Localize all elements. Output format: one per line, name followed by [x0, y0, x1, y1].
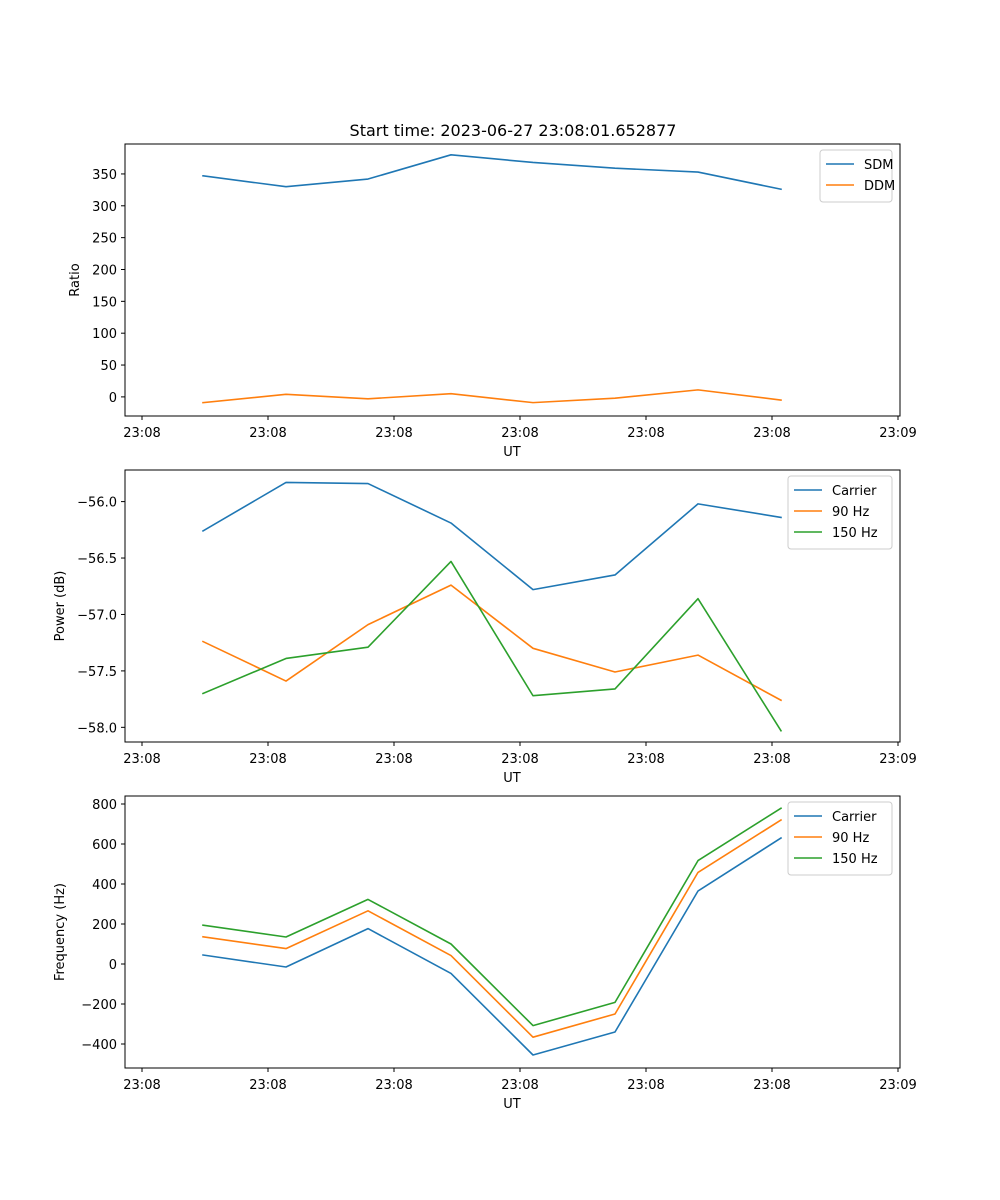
- x-tick-label-2-4: 23:08: [501, 752, 538, 767]
- legend-label-1-1: SDM: [864, 158, 893, 173]
- x-axis-label-2: UT: [503, 771, 521, 786]
- x-tick-label-3-1: 23:08: [123, 1078, 160, 1093]
- x-tick-label-3-4: 23:08: [501, 1078, 538, 1093]
- legend-label-3-2: 90 Hz: [832, 831, 869, 846]
- legend-label-3-3: 150 Hz: [832, 852, 878, 867]
- series-line-1-1: [202, 154, 782, 191]
- y-tick-label-2-5: −56.0: [77, 496, 117, 511]
- x-axis-label-3: UT: [503, 1097, 521, 1112]
- legend-box-1: [819, 149, 893, 203]
- x-tick-label-1-2: 23:08: [249, 426, 286, 441]
- y-tick-label-2-2: −57.5: [77, 665, 117, 680]
- chart-panel-1: 23:08 23:08 23:08 23:08 23:08 23:08 23:09 UT 0 50…: [68, 143, 917, 460]
- y-tick-label-3-4: 200: [92, 918, 117, 933]
- legend-box-3: [787, 801, 893, 876]
- x-tick-label-2-5: 23:08: [627, 752, 664, 767]
- series-line-2-2: [201, 584, 783, 702]
- series-line-3-1: [202, 836, 783, 1056]
- y-tick-label-2-3: −57.0: [77, 608, 117, 623]
- x-axis-label-1: UT: [503, 445, 521, 460]
- x-tick-label-1-7: 23:09: [879, 426, 916, 441]
- y-axis-label-3: Frequency (Hz): [53, 883, 68, 981]
- y-tick-label-3-3: 0: [109, 958, 117, 973]
- legend-box-2: [787, 475, 893, 550]
- y-tick-label-1-4: 150: [92, 295, 117, 310]
- series-line-1-2: [202, 389, 782, 404]
- series-line-3-2: [202, 818, 783, 1038]
- figure-title: Start time: 2023-06-27 23:08:01.652877: [350, 121, 677, 140]
- legend-label-2-3: 150 Hz: [832, 526, 878, 541]
- axes-frame-1: [124, 143, 901, 417]
- x-tick-label-1-1: 23:08: [123, 426, 160, 441]
- axes-frame-2: [124, 469, 901, 743]
- y-tick-label-1-3: 100: [92, 327, 117, 342]
- y-tick-label-3-6: 600: [92, 838, 117, 853]
- legend-2: Carrier 90 Hz 150 Hz: [787, 475, 893, 550]
- x-tick-label-2-3: 23:08: [375, 752, 412, 767]
- axes-frame-3: [124, 795, 901, 1069]
- y-tick-label-1-1: 0: [109, 391, 117, 406]
- y-tick-label-1-7: 300: [92, 200, 117, 215]
- y-tick-label-1-6: 250: [92, 232, 117, 247]
- y-tick-label-3-5: 400: [92, 878, 117, 893]
- x-tick-label-3-5: 23:08: [627, 1078, 664, 1093]
- legend-label-1-2: DDM: [864, 179, 895, 194]
- legend-label-2-2: 90 Hz: [832, 505, 869, 520]
- y-tick-label-1-2: 50: [100, 359, 117, 374]
- x-tick-label-1-4: 23:08: [501, 426, 538, 441]
- y-tick-label-1-8: 350: [92, 168, 117, 183]
- x-tick-label-2-1: 23:08: [123, 752, 160, 767]
- x-tick-label-1-5: 23:08: [627, 426, 664, 441]
- x-tick-label-2-6: 23:08: [753, 752, 790, 767]
- y-tick-label-1-5: 200: [92, 263, 117, 278]
- y-tick-label-3-7: 800: [92, 798, 117, 813]
- legend-1: SDM DDM: [819, 149, 895, 203]
- x-tick-label-3-6: 23:08: [753, 1078, 790, 1093]
- chart-panel-3: 23:08 23:08 23:08 23:08 23:08 23:08 23:09 UT −40…: [53, 795, 917, 1112]
- x-tick-label-1-3: 23:08: [375, 426, 412, 441]
- series-line-2-1: [201, 481, 782, 591]
- x-tick-label-1-6: 23:08: [753, 426, 790, 441]
- y-tick-label-3-1: −400: [81, 1038, 117, 1053]
- y-axis-label-1: Ratio: [68, 263, 83, 296]
- legend-label-2-1: Carrier: [832, 484, 877, 499]
- legend-label-3-1: Carrier: [832, 810, 877, 825]
- x-tick-label-2-7: 23:09: [879, 752, 916, 767]
- series-line-2-3: [201, 560, 783, 732]
- series-line-3-3: [202, 807, 783, 1027]
- y-axis-label-2: Power (dB): [53, 571, 68, 642]
- y-tick-label-2-4: −56.5: [77, 552, 117, 567]
- chart-panel-2: 23:08 23:08 23:08 23:08 23:08 23:08 23:09 UT −58…: [53, 469, 917, 786]
- x-tick-label-2-2: 23:08: [249, 752, 286, 767]
- legend-3: Carrier 90 Hz 150 Hz: [787, 801, 893, 876]
- x-tick-label-3-3: 23:08: [375, 1078, 412, 1093]
- y-tick-label-2-1: −58.0: [77, 721, 117, 736]
- y-tick-label-3-2: −200: [81, 998, 117, 1013]
- x-tick-label-3-2: 23:08: [249, 1078, 286, 1093]
- x-tick-label-3-7: 23:09: [879, 1078, 916, 1093]
